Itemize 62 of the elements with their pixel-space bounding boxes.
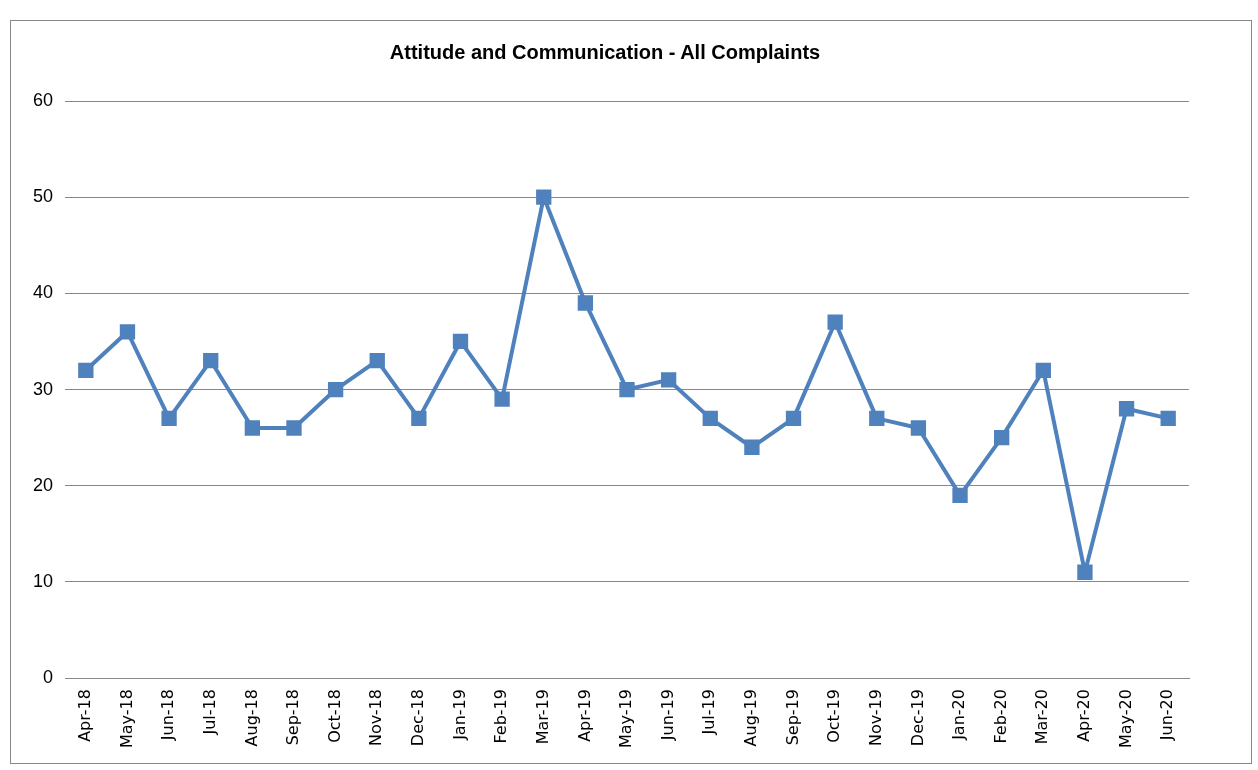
chart-title: Attitude and Communication - All Complaints <box>389 40 821 63</box>
x-tick-label: Mar-19 <box>532 689 552 745</box>
x-tick-label: Dec-18 <box>408 689 428 747</box>
x-tick-label: Jun-19 <box>657 689 677 742</box>
x-tick-label: Oct-18 <box>324 689 344 743</box>
point <box>369 353 385 369</box>
point <box>203 353 219 369</box>
x-tick-label: Apr-18 <box>74 689 94 742</box>
x-tick-label: Sep-19 <box>782 689 802 746</box>
point <box>952 487 968 503</box>
x-tick-label: Apr-19 <box>574 689 594 742</box>
x-tick-label: Sep-18 <box>283 689 303 746</box>
x-tick-label: Dec-19 <box>907 689 927 747</box>
point <box>1035 362 1051 378</box>
x-tick-label: Jul-19 <box>699 689 719 736</box>
x-tick-label: Jan-20 <box>949 689 969 741</box>
point <box>78 362 94 378</box>
x-tick-label: Apr-20 <box>1074 689 1094 742</box>
point <box>577 295 594 311</box>
y-tick-label: 30 <box>32 378 54 399</box>
x-tick-label: Jun-20 <box>1157 689 1177 742</box>
point <box>1118 401 1135 417</box>
x-tick-label: Jan-19 <box>449 689 469 741</box>
x-tick-label: Nov-19 <box>865 689 885 747</box>
point <box>244 420 261 436</box>
y-tick-label: 10 <box>32 570 54 591</box>
x-tick-label: Jun-18 <box>158 689 178 742</box>
point <box>536 189 552 205</box>
point <box>1077 564 1093 580</box>
point <box>286 420 302 436</box>
x-tick-label: Jul-18 <box>199 689 219 736</box>
x-tick-label: Aug-19 <box>741 689 761 747</box>
x-tick-label: Feb-20 <box>990 689 1010 744</box>
x-tick-label: Nov-18 <box>366 689 386 747</box>
x-tick-label: May-19 <box>616 689 636 749</box>
point <box>452 333 469 350</box>
y-tick-label: 40 <box>32 282 54 303</box>
point <box>161 410 177 427</box>
x-tick-label: May-18 <box>116 689 136 749</box>
point <box>619 381 635 398</box>
x-tick-label: Aug-18 <box>241 689 261 747</box>
point <box>411 410 427 427</box>
point <box>660 372 677 388</box>
point <box>910 420 927 436</box>
y-tick-label: 50 <box>32 186 54 207</box>
x-tick-label: Feb-19 <box>491 689 511 744</box>
point <box>869 410 885 427</box>
point <box>827 314 843 330</box>
y-tick-label: 20 <box>32 474 54 495</box>
point <box>702 410 718 427</box>
x-tick-label: Mar-20 <box>1032 689 1052 745</box>
point <box>119 324 136 340</box>
point <box>744 439 760 455</box>
point <box>994 429 1010 446</box>
point <box>1160 410 1176 427</box>
point <box>327 381 344 398</box>
point <box>785 410 802 427</box>
x-tick-label: May-20 <box>1115 689 1135 749</box>
y-tick-label: 0 <box>43 667 54 688</box>
x-tick-label: Oct-19 <box>824 689 844 743</box>
y-tick-label: 60 <box>32 89 54 110</box>
point <box>494 391 510 407</box>
